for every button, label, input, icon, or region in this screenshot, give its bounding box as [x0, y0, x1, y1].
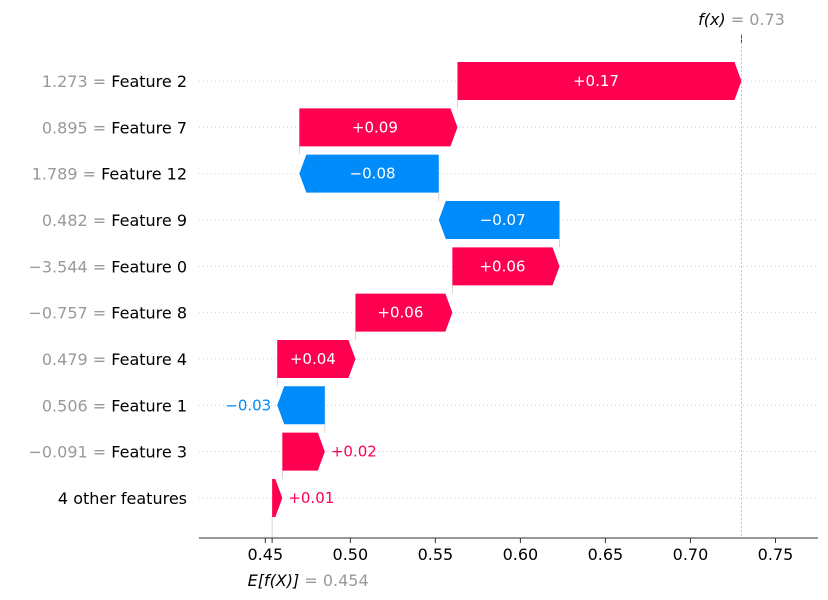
x-tick-label: 0.70: [673, 545, 709, 564]
feature-label: −3.544 = Feature 0: [28, 257, 187, 276]
bar-label: +0.17: [573, 72, 619, 90]
bar-feature-7: [299, 108, 458, 147]
bar-feature-9: [438, 200, 560, 239]
bar-feature-2: [457, 62, 742, 100]
x-tick-label: 0.55: [418, 545, 454, 564]
feature-label: 0.479 = Feature 4: [42, 349, 187, 368]
bar-label: +0.06: [479, 257, 525, 275]
bar-label: +0.01: [288, 489, 334, 507]
feature-label: 0.506 = Feature 1: [42, 396, 187, 415]
bar-feature-1: [277, 386, 325, 425]
bar-4-other-features: [272, 478, 283, 517]
bar-feature-0: [452, 247, 560, 286]
x-tick-label: 0.75: [758, 545, 794, 564]
feature-label: −0.091 = Feature 3: [28, 442, 187, 461]
feature-label: 0.482 = Feature 9: [42, 210, 187, 229]
output-value-label: f(x) = 0.73: [698, 10, 785, 29]
feature-label: 1.273 = Feature 2: [42, 72, 187, 91]
bar-label: +0.04: [290, 350, 336, 368]
x-tick-label: 0.65: [588, 545, 624, 564]
bar-feature-8: [355, 293, 453, 332]
bar-label: +0.09: [352, 118, 398, 136]
feature-labels: 1.273 = Feature 2 0.895 = Feature 7 1.789 …: [28, 72, 187, 508]
bars: +0.17 +0.09 −0.08 −0.07 +0.06 +0.06 +0.04 −0.03…: [225, 62, 742, 517]
bar-feature-12: [299, 154, 439, 193]
bar-label: −0.03: [225, 396, 271, 414]
feature-label: 1.789 = Feature 12: [32, 164, 187, 183]
connector-lines: [271, 34, 742, 538]
bar-feature-3: [282, 432, 325, 471]
feature-label: 0.895 = Feature 7: [42, 118, 187, 137]
feature-label: 4 other features: [58, 488, 187, 507]
bar-label: −0.07: [480, 211, 526, 229]
x-tick-label: 0.45: [248, 545, 284, 564]
feature-label: −0.757 = Feature 8: [28, 303, 187, 322]
bar-label: −0.08: [350, 165, 396, 183]
x-tick-label: 0.50: [333, 545, 369, 564]
base-value-label: E[f(X)] = 0.454: [248, 571, 369, 590]
x-tick-label: 0.60: [503, 545, 539, 564]
bar-label: +0.02: [331, 443, 377, 461]
bar-feature-4: [277, 339, 356, 378]
x-axis: 0.45 0.50 0.55 0.60 0.65 0.70 0.75: [199, 537, 818, 564]
bar-label: +0.06: [377, 304, 423, 322]
